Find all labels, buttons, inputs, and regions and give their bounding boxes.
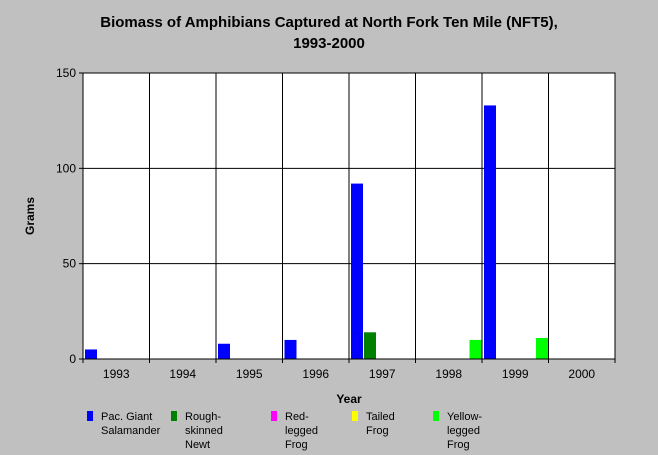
x-tick-label: 1994 <box>169 367 196 381</box>
bar <box>484 105 496 359</box>
legend-label: Pac. Giant Salamander <box>101 411 161 437</box>
legend-swatch <box>352 411 358 421</box>
bar <box>351 183 363 359</box>
legend-swatch <box>171 411 177 421</box>
legend-label: Rough-skinned Newt <box>185 411 223 451</box>
x-tick-label: 1997 <box>369 367 396 381</box>
legend-label: Tailed Frog <box>366 411 395 437</box>
chart-title-line-2: 1993-2000 <box>293 35 365 52</box>
bar <box>284 339 297 359</box>
tick-labels: 0 50 100 150 1993 1994 1995 1996 1997 1998 1999 200… <box>56 66 595 381</box>
bar <box>469 339 482 359</box>
x-axis-label: Year <box>336 392 362 406</box>
legend-swatch <box>87 411 93 421</box>
legend-swatch <box>433 411 439 421</box>
y-tick-label: 50 <box>63 257 77 271</box>
x-tick-label: 2000 <box>568 367 595 381</box>
legend-label: Red-legged Frog <box>285 411 319 451</box>
y-tick-label: 100 <box>56 161 76 175</box>
x-tick-label: 1999 <box>502 367 529 381</box>
bars <box>85 105 548 359</box>
y-tick-label: 150 <box>56 66 76 80</box>
x-tick-label: 1993 <box>103 367 130 381</box>
axes <box>79 72 616 363</box>
legend-swatch <box>271 411 277 421</box>
legend-label: Yellow-legged Frog <box>447 411 483 451</box>
bar <box>218 343 230 359</box>
chart-title-line-1: Biomass of Amphibians Captured at North … <box>100 14 558 31</box>
y-axis-label: Grams <box>23 197 37 235</box>
x-tick-label: 1996 <box>302 367 329 381</box>
x-tick-label: 1995 <box>236 367 263 381</box>
bar <box>536 338 548 359</box>
bar <box>364 332 376 359</box>
bar <box>85 349 97 359</box>
y-tick-label: 0 <box>69 352 76 366</box>
x-tick-label: 1998 <box>435 367 462 381</box>
